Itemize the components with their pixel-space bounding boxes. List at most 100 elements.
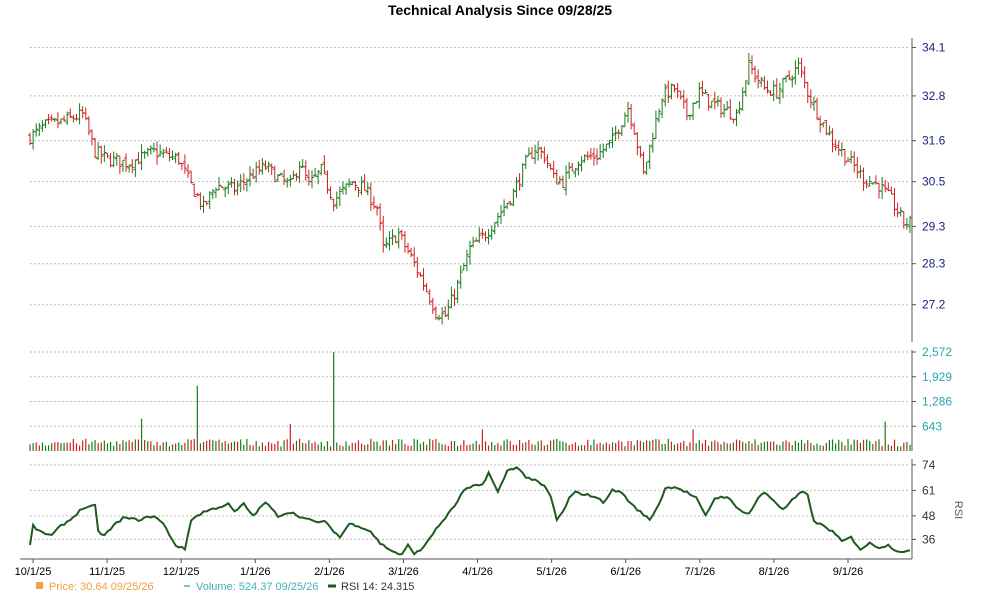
price-bar bbox=[68, 108, 73, 119]
price-bar bbox=[65, 111, 70, 125]
price-bar bbox=[796, 57, 801, 75]
price-bar bbox=[818, 115, 823, 133]
price-bar bbox=[266, 161, 271, 173]
price-bar bbox=[127, 164, 132, 173]
price-bar bbox=[409, 247, 414, 258]
price-bar bbox=[325, 170, 330, 194]
price-bar bbox=[399, 229, 404, 240]
price-bar bbox=[46, 114, 51, 125]
price-bar bbox=[430, 297, 435, 314]
price-bar bbox=[539, 146, 544, 159]
price-tick-label: 29.3 bbox=[922, 219, 946, 233]
x-tick-label: 12/1/25 bbox=[163, 566, 200, 578]
price-bar bbox=[117, 155, 122, 174]
x-tick-label: 6/1/26 bbox=[610, 566, 641, 578]
price-bar bbox=[158, 144, 163, 157]
price-bar bbox=[749, 55, 754, 75]
price-tick-label: 32.8 bbox=[922, 89, 946, 103]
price-bar bbox=[728, 99, 733, 120]
price-bar bbox=[440, 307, 445, 325]
price-tick-label: 27.2 bbox=[922, 298, 946, 312]
x-tick-label: 2/1/26 bbox=[314, 566, 345, 578]
price-bar bbox=[210, 189, 215, 200]
price-bar bbox=[189, 170, 194, 184]
price-bar bbox=[220, 185, 225, 189]
price-bar bbox=[557, 176, 562, 185]
volume-legend-text: Volume: 524.37 09/25/26 bbox=[196, 581, 318, 593]
price-bar bbox=[644, 161, 649, 175]
price-bar bbox=[889, 186, 894, 195]
price-bar bbox=[114, 152, 119, 166]
price-bar bbox=[260, 158, 265, 175]
price-bar bbox=[319, 163, 324, 176]
price-bar bbox=[700, 80, 705, 96]
price-bar bbox=[387, 231, 392, 251]
price-bar bbox=[526, 147, 531, 157]
price-bar bbox=[765, 80, 770, 94]
price-bar bbox=[52, 117, 57, 123]
price-bar bbox=[288, 174, 293, 187]
x-tick-label: 9/1/26 bbox=[833, 566, 864, 578]
price-bar bbox=[458, 265, 463, 289]
price-bar bbox=[362, 174, 367, 191]
price-bar bbox=[232, 178, 237, 196]
price-bar bbox=[712, 91, 717, 110]
price-bar bbox=[830, 128, 835, 153]
price-bar bbox=[880, 176, 885, 200]
volume-tick-label: 1,929 bbox=[922, 370, 952, 384]
price-bar bbox=[846, 157, 851, 162]
price-bar bbox=[883, 180, 888, 193]
rsi-tick-label: 36 bbox=[922, 532, 936, 546]
price-bar bbox=[340, 181, 345, 195]
price-bar bbox=[34, 123, 39, 137]
price-bar bbox=[777, 82, 782, 104]
price-bar bbox=[62, 115, 67, 122]
price-bar bbox=[756, 69, 761, 89]
price-bar bbox=[486, 228, 491, 245]
price-bar bbox=[31, 129, 36, 150]
price-bar bbox=[774, 78, 779, 99]
price-bar bbox=[595, 148, 600, 165]
price-bar bbox=[811, 96, 816, 111]
price-bar bbox=[368, 182, 373, 211]
price-bar bbox=[582, 154, 587, 163]
price-bar bbox=[331, 198, 336, 212]
price-bar bbox=[77, 103, 82, 125]
price-bar bbox=[638, 145, 643, 158]
price-bar bbox=[787, 70, 792, 81]
price-bar bbox=[629, 104, 634, 130]
price-bar bbox=[672, 84, 677, 93]
price-bar bbox=[86, 116, 91, 136]
price-bar bbox=[746, 53, 751, 86]
price-bar bbox=[852, 151, 857, 173]
x-tick-label: 11/1/25 bbox=[89, 566, 125, 578]
price-bar bbox=[641, 151, 646, 175]
price-bar bbox=[858, 165, 863, 179]
price-bar bbox=[489, 225, 494, 240]
price-bar bbox=[542, 146, 547, 164]
price-bar bbox=[452, 288, 457, 307]
price-bar bbox=[892, 188, 897, 217]
price-bar bbox=[551, 160, 556, 178]
price-bar bbox=[821, 122, 826, 128]
price-bar bbox=[251, 168, 256, 179]
price-bar bbox=[523, 154, 528, 169]
price-bar bbox=[511, 188, 516, 207]
price-bar bbox=[604, 143, 609, 152]
price-bar bbox=[235, 180, 240, 196]
price-bar bbox=[186, 164, 191, 178]
price-bar bbox=[709, 100, 714, 108]
price-bar bbox=[842, 148, 847, 167]
price-bar bbox=[282, 169, 287, 185]
price-bar bbox=[802, 66, 807, 89]
price-bar bbox=[585, 151, 590, 161]
price-bar bbox=[514, 176, 519, 198]
price-bar bbox=[248, 166, 252, 187]
price-tick-label: 31.6 bbox=[922, 134, 946, 148]
price-bar bbox=[365, 182, 370, 196]
price-bar bbox=[306, 169, 311, 186]
price-bar bbox=[80, 106, 85, 119]
price-bar bbox=[483, 231, 488, 242]
price-bar bbox=[492, 222, 497, 235]
